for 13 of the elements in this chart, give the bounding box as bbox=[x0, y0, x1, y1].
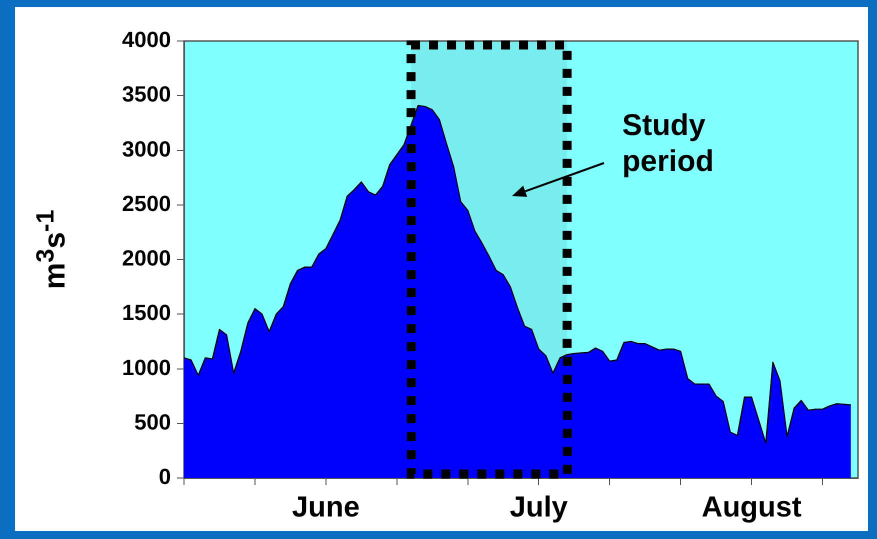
x-tick-label: June bbox=[292, 491, 360, 524]
x-tick-label: August bbox=[702, 491, 802, 524]
y-tick-label: 2500 bbox=[122, 190, 171, 216]
y-tick-label: 1000 bbox=[122, 354, 171, 380]
y-tick-label: 500 bbox=[134, 409, 171, 434]
x-tick-label: July bbox=[510, 491, 568, 524]
y-tick-label: 3000 bbox=[122, 136, 171, 162]
y-tick-label: 3500 bbox=[122, 82, 171, 107]
y-tick-label: 0 bbox=[158, 464, 171, 490]
y-tick-label: 4000 bbox=[122, 27, 171, 52]
y-tick-label: 2000 bbox=[122, 246, 171, 271]
band-label: Study period bbox=[622, 108, 715, 180]
y-tick-label: 1500 bbox=[122, 300, 171, 326]
